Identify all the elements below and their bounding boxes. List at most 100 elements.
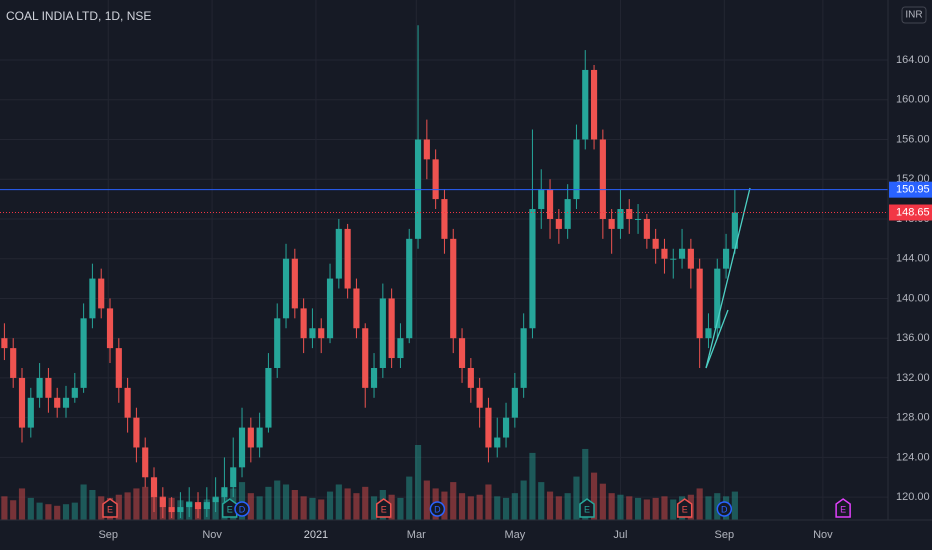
candle-body: [441, 199, 448, 239]
volume-bar: [608, 493, 615, 520]
x-tick-label: Mar: [407, 529, 426, 541]
candle-body: [265, 367, 272, 428]
volume-bar: [502, 497, 510, 520]
candle-body: [124, 387, 131, 418]
volume-bar: [27, 497, 34, 520]
candle-body: [406, 238, 413, 339]
candle-body: [423, 139, 430, 160]
volume-bar: [599, 483, 606, 520]
event-label: E: [227, 504, 233, 514]
volume-bar: [10, 500, 17, 520]
candle-body: [652, 238, 659, 249]
x-tick-label: 2021: [304, 529, 328, 541]
candle-body: [502, 417, 510, 438]
volume-bar: [458, 493, 466, 520]
volume-bar: [520, 480, 527, 520]
candle-body: [221, 487, 228, 498]
volume-bar: [256, 496, 263, 520]
price-label-box: [889, 204, 932, 221]
event-label: D: [434, 504, 441, 514]
volume-bar: [142, 486, 149, 520]
volume-bar: [423, 480, 430, 520]
volume-bar: [652, 497, 659, 520]
candle-body: [238, 427, 246, 468]
candle-body: [546, 189, 554, 219]
candle-body: [458, 338, 466, 368]
volume-bar: [309, 497, 316, 520]
candle-body: [62, 397, 70, 408]
event-icon: [835, 498, 851, 518]
volume-bar: [564, 493, 571, 520]
volume-bar: [661, 496, 668, 520]
volume-bar: [62, 504, 70, 520]
candle-body: [362, 328, 369, 388]
candle-body: [661, 248, 668, 259]
volume-bar: [115, 494, 122, 520]
volume-bar: [133, 488, 140, 520]
trend-line: [705, 187, 751, 369]
event-icon: [375, 498, 392, 518]
candle-body: [168, 507, 175, 513]
volume-bar: [414, 445, 422, 520]
candle-body: [397, 338, 404, 359]
candle-body: [27, 397, 34, 428]
event-label: E: [107, 504, 113, 514]
candle-body: [555, 218, 562, 229]
volume-bar: [731, 491, 738, 520]
x-tick-label: Nov: [813, 529, 833, 541]
candle-body: [687, 248, 694, 269]
candle-body: [177, 507, 184, 513]
volume-bar: [643, 499, 650, 520]
currency-box[interactable]: [901, 6, 927, 24]
y-tick-label: 156.00: [896, 133, 930, 145]
candle-body: [511, 387, 518, 418]
volume-bar: [45, 504, 52, 520]
currency[interactable]: INR: [905, 10, 922, 21]
volume-bar: [36, 502, 43, 520]
volume-bar: [670, 499, 677, 520]
volume-bar: [291, 490, 298, 520]
candle-body: [582, 69, 589, 140]
y-tick-label: 124.00: [896, 451, 930, 463]
price-lines: [0, 189, 888, 214]
x-tick-label: Jul: [613, 529, 627, 541]
volume-bar: [300, 496, 307, 520]
chart-title: COAL INDIA LTD, 1D, NSE: [6, 9, 151, 23]
candle-body: [520, 328, 527, 388]
volume-bar: [705, 496, 712, 520]
volume-bar: [98, 496, 105, 520]
price-axis-panel: [888, 0, 932, 550]
candle-body: [256, 427, 263, 448]
y-tick-label: 140.00: [896, 292, 930, 304]
event-icon: [429, 501, 446, 517]
candle-body: [98, 278, 105, 309]
event-label: D: [721, 504, 728, 514]
candle-body: [485, 407, 492, 448]
candle-body: [309, 328, 316, 339]
candle-body: [194, 502, 202, 510]
candle-body: [476, 387, 483, 408]
volume-bar: [1, 496, 8, 520]
y-tick-label: 144.00: [896, 253, 930, 265]
event-icon: [676, 498, 693, 518]
candle-body: [670, 258, 677, 260]
volume-bar: [362, 486, 369, 520]
y-tick-label: 164.00: [896, 54, 930, 66]
volume-bar: [71, 502, 78, 520]
volume-bar: [626, 496, 633, 520]
axes: 120.00 124.00 128.00 132.00 136.00 140.00 144.…: [98, 54, 932, 541]
candle-body: [274, 318, 281, 368]
candle-body: [608, 218, 615, 229]
candle-body: [722, 248, 730, 269]
volume-bar: [590, 472, 598, 520]
candle-body: [150, 477, 158, 498]
candle-body: [133, 417, 140, 448]
candle-body: [564, 199, 571, 229]
volume-bar: [406, 476, 413, 520]
volume-bar: [529, 452, 536, 520]
y-tick-label: 128.00: [896, 412, 930, 424]
candle-body: [432, 159, 439, 200]
candle-body: [54, 397, 61, 408]
